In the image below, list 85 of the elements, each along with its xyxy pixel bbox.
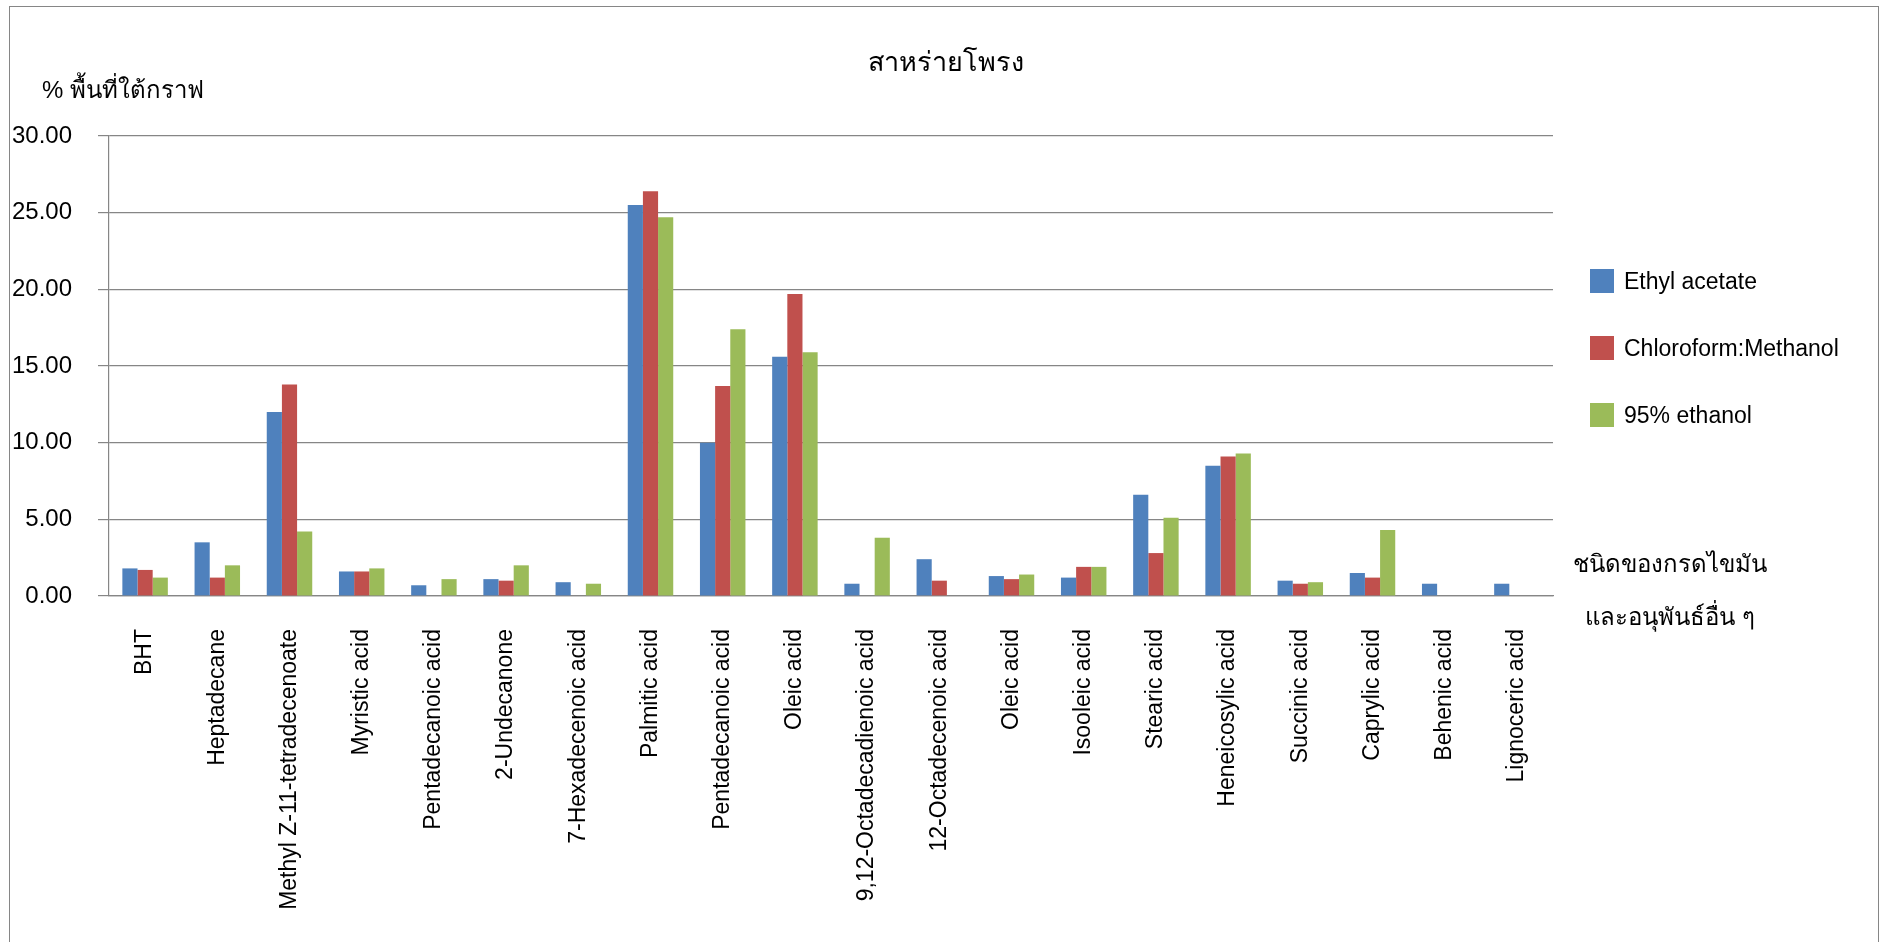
- y-tick-label: 25.00: [11, 197, 72, 225]
- y-tick-label: 15.00: [11, 350, 72, 378]
- bar: [699, 442, 716, 596]
- x-tick-label: 9,12-Octadecadienoic acid: [852, 629, 879, 902]
- bar: [658, 217, 674, 596]
- x-tick-label: Palmitic acid: [635, 629, 662, 759]
- bar: [441, 579, 457, 596]
- bar: [1421, 583, 1438, 596]
- bar: [715, 385, 731, 596]
- bar: [1091, 566, 1107, 596]
- y-tick-label: 5.00: [25, 503, 72, 531]
- bar: [266, 412, 282, 596]
- y-tick-label: 10.00: [11, 427, 72, 455]
- bar: [730, 329, 746, 596]
- bar: [585, 583, 602, 596]
- bar: [1235, 453, 1251, 596]
- bar: [483, 579, 499, 596]
- bar: [281, 384, 298, 596]
- x-tick-label: 12-Octadecenoic acid: [924, 629, 951, 852]
- bar: [1380, 530, 1396, 596]
- x-tick-label: 2-Undecanone: [491, 629, 518, 780]
- bar: [1292, 583, 1308, 596]
- bar: [916, 559, 932, 596]
- bar: [1003, 579, 1020, 596]
- bar: [354, 571, 370, 596]
- bar: [1163, 517, 1179, 596]
- bar: [1076, 566, 1092, 596]
- x-tick-label: Methyl Z-11-tetradecenoate: [274, 629, 301, 910]
- y-tick-label: 30.00: [11, 120, 72, 148]
- x-tick-label: Heptadecane: [202, 629, 229, 766]
- x-tick-label: Caprylic acid: [1357, 629, 1384, 761]
- bar: [122, 568, 138, 596]
- bar: [137, 569, 153, 596]
- x-tick-label: Behenic acid: [1430, 629, 1457, 761]
- bar: [513, 565, 529, 596]
- x-tick-label: Pentadecanoic acid: [708, 629, 735, 830]
- y-axis-title: % พื้นที่ใต้กราฟ: [42, 71, 205, 105]
- bar: [1277, 580, 1293, 596]
- bar: [194, 542, 210, 596]
- bar: [988, 576, 1004, 596]
- bar: [498, 580, 514, 596]
- bar: [338, 571, 355, 596]
- x-tick-label: Isooleic acid: [1069, 629, 1096, 756]
- y-tick-label: 0.00: [25, 580, 72, 608]
- y-tick-label: 20.00: [11, 273, 72, 301]
- x-tick-label: Oleic acid: [780, 629, 807, 730]
- bar: [844, 583, 860, 596]
- bar: [1364, 577, 1381, 596]
- bar: [1060, 577, 1077, 596]
- bar: [627, 205, 643, 596]
- bar: [642, 191, 659, 596]
- x-tick-label: Pentadecanoic acid: [419, 629, 446, 830]
- x-tick-label: Lignoceric acid: [1502, 629, 1529, 783]
- bar: [297, 531, 313, 596]
- bar: [1148, 553, 1164, 596]
- legend-label: Ethyl acetate: [1624, 267, 1757, 295]
- bar: [152, 577, 168, 596]
- bar: [1307, 582, 1324, 596]
- bar: [369, 568, 385, 596]
- x-axis-title: ชนิดของกรดไขมัน และอนุพันธ์อื่น ๆ: [1572, 549, 1768, 634]
- bar: [1494, 583, 1510, 596]
- x-tick-label: 7-Hexadecenoic acid: [563, 629, 590, 844]
- bar: [1349, 573, 1365, 596]
- bar: [874, 537, 890, 596]
- bar: [555, 582, 571, 596]
- bar: [1133, 494, 1149, 596]
- x-tick-label: Oleic acid: [996, 629, 1023, 730]
- bar: [224, 565, 241, 596]
- bar: [411, 585, 427, 596]
- bar: [1205, 465, 1221, 596]
- legend-label: Chloroform:Methanol: [1624, 334, 1839, 362]
- bar: [787, 293, 803, 596]
- chart-title: สาหร่ายโพรง: [867, 46, 1025, 79]
- bar: [1220, 456, 1236, 596]
- bar: [931, 580, 947, 596]
- bar: [772, 356, 788, 596]
- x-tick-label: Succinic acid: [1285, 629, 1312, 764]
- bar: [209, 577, 225, 596]
- x-tick-label: BHT: [130, 629, 157, 675]
- x-tick-label: Myristic acid: [347, 629, 374, 756]
- bar: [802, 352, 818, 596]
- x-tick-label: Heneicosylic acid: [1213, 629, 1240, 807]
- legend-label: 95% ethanol: [1624, 401, 1752, 429]
- x-tick-label: Stearic acid: [1141, 629, 1168, 750]
- bar: [1019, 574, 1035, 596]
